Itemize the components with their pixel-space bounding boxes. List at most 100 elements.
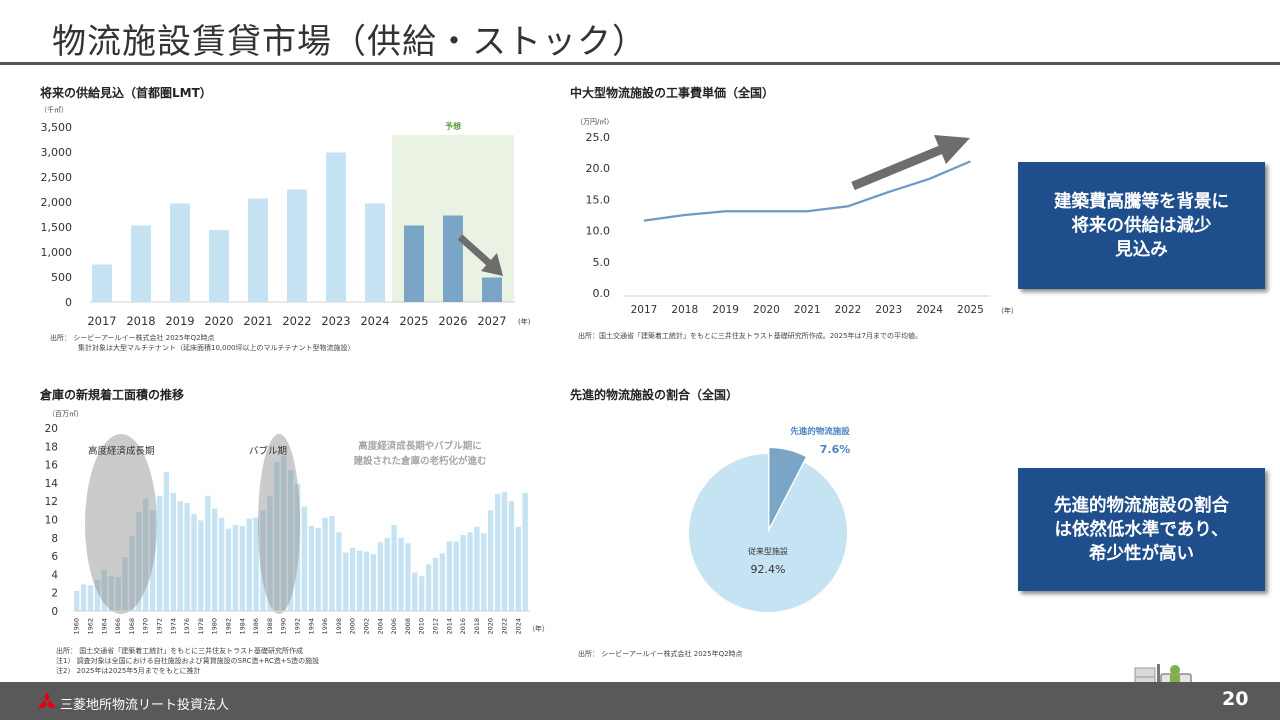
chart-title-construction-cost: 中大型物流施設の工事費単価（全国） <box>570 86 775 100</box>
x-tick-label: 2017 <box>87 314 116 328</box>
x-tick-label: 2024 <box>916 304 943 316</box>
x-tick-label: 2026 <box>438 314 467 328</box>
bar-2018 <box>131 225 151 302</box>
y-tick-label: 25.0 <box>586 131 611 144</box>
pie-slice-conventional <box>689 454 847 612</box>
cost-series-line <box>643 160 971 222</box>
y-tick-label: 2,000 <box>41 196 73 209</box>
bar-2022 <box>287 189 307 302</box>
mitsubishi-logo-icon <box>38 692 56 708</box>
x-tick-label: 1968 <box>128 618 136 635</box>
chart-title-warehouse-starts: 倉庫の新規着工面積の推移 <box>40 388 185 402</box>
bar-2006 <box>391 524 397 611</box>
supply-source: 出所： シービーアールイー株式会社 2025年Q2時点 集計対象は大型マルチテナ… <box>50 333 355 353</box>
scarcity-callout: 先進的物流施設の割合 は依然低水準であり、 希少性が高い <box>1018 468 1265 591</box>
y-tick-label: 8 <box>51 533 58 545</box>
x-tick-label: 2018 <box>473 618 481 635</box>
x-tick-label: 2017 <box>631 304 658 316</box>
x-tick-label: 2025 <box>957 304 984 316</box>
bar-1980 <box>212 508 218 611</box>
bar-2017 <box>92 264 112 302</box>
x-tick-label: 1998 <box>335 618 343 635</box>
bar-2019 <box>170 203 190 302</box>
bar-1963 <box>94 579 101 611</box>
x-tick-label: 2024 <box>360 314 389 328</box>
x-tick-label: 1996 <box>321 618 329 635</box>
x-tick-label: 1982 <box>225 618 233 635</box>
y-tick-label: 14 <box>45 478 59 490</box>
bar-1993 <box>301 506 308 611</box>
y-tick-label: 10 <box>45 515 58 527</box>
bar-2014 <box>446 541 452 611</box>
cost-source: 出所：国土交通省「建築着工統計」をもとに三井住友トラスト基礎研究所作成。2025… <box>578 331 922 341</box>
bar-1994 <box>308 525 314 611</box>
bar-1990 <box>281 455 287 611</box>
advanced-slice-value: 7.6% <box>820 443 851 456</box>
x-tick-label: 2025 <box>399 314 428 328</box>
bar-2019 <box>481 533 487 611</box>
x-tick-label: 2022 <box>282 314 311 328</box>
y-tick-label: 0 <box>65 296 72 309</box>
bar-2016 <box>460 535 466 611</box>
bar-2003 <box>370 554 377 611</box>
x-tick-label: 2006 <box>390 618 398 635</box>
x-tick-label: 2018 <box>126 314 155 328</box>
x-tick-label: 2012 <box>432 618 440 635</box>
bar-1995 <box>315 527 321 611</box>
y-tick-label: 0 <box>51 606 58 618</box>
y-tick-label: 16 <box>45 460 59 472</box>
x-tick-label: 1974 <box>169 618 177 635</box>
bar-1966 <box>115 577 121 611</box>
bar-1986 <box>253 517 259 611</box>
bar-2013 <box>439 553 446 611</box>
callout-text: 先進的物流施設の割合 は依然低水準であり、 希少性が高い <box>1054 495 1229 564</box>
bar-1967 <box>122 557 128 611</box>
bar-1970 <box>143 498 149 611</box>
x-tick-label: 1978 <box>197 618 205 635</box>
bar-1992 <box>294 483 301 611</box>
y-tick-label: 1,000 <box>41 246 73 259</box>
bar-1961 <box>80 584 87 611</box>
x-tick-label: 2020 <box>487 618 495 635</box>
y-tick-label: 18 <box>45 441 58 453</box>
advanced-slice-label: 先進的物流施設 <box>790 426 850 437</box>
bar-2021 <box>494 493 501 611</box>
conventional-slice-value: 92.4% <box>751 563 786 576</box>
source-line: 出所： 国土交通省「建築着工統計」をもとに三井住友トラスト基礎研究所作成 <box>56 647 303 655</box>
bar-2024 <box>515 526 521 611</box>
footer-company-name: 三菱地所物流リート投資法人 <box>60 698 230 713</box>
x-tick-label: 1976 <box>183 618 191 635</box>
bar-1988 <box>267 495 273 611</box>
bar-1976 <box>184 503 190 611</box>
x-tick-label: 2018 <box>671 304 698 316</box>
forecast-label: 予想 <box>445 121 461 131</box>
conventional-slice-label: 従来型施設 <box>748 546 788 556</box>
rising-arrow <box>851 135 970 191</box>
bar-2012 <box>432 557 439 611</box>
bar-1978 <box>198 520 204 611</box>
y-tick-label: 6 <box>51 551 58 563</box>
y-tick-label: 5.0 <box>593 256 611 269</box>
x-tick-label: 1960 <box>73 618 81 635</box>
bar-2025 <box>404 225 424 302</box>
decline-arrow <box>457 234 503 276</box>
high-growth-era-label: 高度経済成長期 <box>88 445 155 457</box>
y-unit-label: （千㎡） <box>40 105 68 114</box>
x-tick-label: 2022 <box>835 304 862 316</box>
bar-2007 <box>398 537 404 611</box>
y-unit-label: （万円/㎡） <box>576 118 613 126</box>
bar-1979 <box>205 495 211 611</box>
pie-slice-advanced <box>769 448 806 528</box>
bar-2009 <box>412 572 418 611</box>
source-line: 出所： シービーアールイー株式会社 2025年Q2時点 <box>50 334 215 342</box>
pie-source: 出所： シービーアールイー株式会社 2025年Q2時点 <box>578 649 743 659</box>
y-tick-label: 4 <box>51 569 58 581</box>
x-tick-label: 1988 <box>266 618 274 635</box>
x-tick-label: 2021 <box>243 314 272 328</box>
y-tick-label: 10.0 <box>586 225 611 238</box>
bar-1974 <box>170 492 176 611</box>
bar-1971 <box>149 510 156 611</box>
y-tick-label: 2 <box>51 588 58 600</box>
note-line: 注1） 調査対象は全国における自社施設および賃貸施設のSRC造+RC造+S造の施… <box>56 657 320 665</box>
